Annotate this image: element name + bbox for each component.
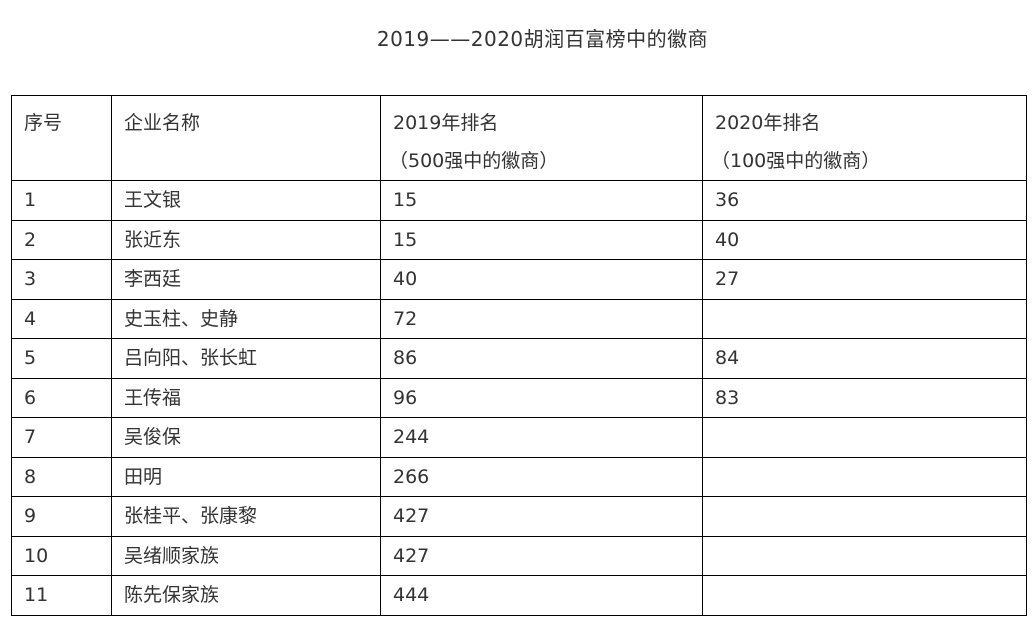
cell-index: 8 [11, 456, 112, 497]
cell-rank-2019: 96 [380, 377, 703, 418]
table-row: 2 张近东 15 40 [11, 219, 1027, 260]
table-row: 11 陈先保家族 444 [11, 575, 1027, 616]
cell-rank-2019: 86 [380, 338, 703, 379]
cell-rank-2020 [702, 298, 1027, 339]
table-row: 6 王传福 96 83 [11, 377, 1027, 418]
table-row: 3 李西廷 40 27 [11, 259, 1027, 300]
cell-rank-2019: 15 [380, 180, 703, 221]
cell-index: 2 [11, 219, 112, 260]
header-rank-2019: 2019年排名 （500强中的徽商） [380, 95, 703, 181]
cell-index: 4 [11, 298, 112, 339]
table-header-row: 序号 企业名称 2019年排名 （500强中的徽商） 2020年排名 （100强… [11, 95, 1027, 181]
page-title: 2019——2020胡润百富榜中的徽商 [376, 27, 709, 51]
cell-name: 张桂平、张康黎 [111, 496, 381, 537]
cell-name: 吴绪顺家族 [111, 535, 381, 576]
header-rank-2020-note: （100强中的徽商） [711, 150, 881, 172]
cell-rank-2019: 244 [380, 417, 703, 458]
cell-rank-2020 [702, 496, 1027, 537]
cell-name: 史玉柱、史静 [111, 298, 381, 339]
table-row: 8 田明 266 [11, 456, 1027, 497]
cell-rank-2020: 84 [702, 338, 1027, 379]
header-rank-2019-label: 2019年排名 [393, 112, 499, 134]
cell-name: 王传福 [111, 377, 381, 418]
cell-index: 5 [11, 338, 112, 379]
cell-rank-2020 [702, 456, 1027, 497]
cell-rank-2019: 40 [380, 259, 703, 300]
table-row: 4 史玉柱、史静 72 [11, 298, 1027, 339]
table-row: 10 吴绪顺家族 427 [11, 535, 1027, 576]
cell-name: 陈先保家族 [111, 575, 381, 616]
cell-index: 10 [11, 535, 112, 576]
cell-rank-2020: 27 [702, 259, 1027, 300]
cell-rank-2020: 40 [702, 219, 1027, 260]
cell-rank-2019: 427 [380, 496, 703, 537]
header-index: 序号 [11, 95, 112, 181]
cell-rank-2019: 15 [380, 219, 703, 260]
cell-name: 吴俊保 [111, 417, 381, 458]
cell-rank-2020 [702, 575, 1027, 616]
cell-rank-2019: 266 [380, 456, 703, 497]
ranking-table: 序号 企业名称 2019年排名 （500强中的徽商） 2020年排名 （100强… [11, 95, 1027, 616]
cell-rank-2019: 427 [380, 535, 703, 576]
cell-index: 1 [11, 180, 112, 221]
cell-index: 6 [11, 377, 112, 418]
cell-rank-2019: 444 [380, 575, 703, 616]
cell-rank-2020 [702, 417, 1027, 458]
cell-index: 9 [11, 496, 112, 537]
header-rank-2019-note: （500强中的徽商） [389, 150, 559, 172]
cell-name: 张近东 [111, 219, 381, 260]
cell-name: 田明 [111, 456, 381, 497]
header-rank-2020-label: 2020年排名 [715, 112, 821, 134]
cell-rank-2020: 83 [702, 377, 1027, 418]
cell-rank-2020: 36 [702, 180, 1027, 221]
table-row: 5 吕向阳、张长虹 86 84 [11, 338, 1027, 379]
cell-name: 吕向阳、张长虹 [111, 338, 381, 379]
cell-rank-2019: 72 [380, 298, 703, 339]
table-row: 7 吴俊保 244 [11, 417, 1027, 458]
cell-index: 11 [11, 575, 112, 616]
cell-index: 7 [11, 417, 112, 458]
header-company: 企业名称 [111, 95, 381, 181]
cell-rank-2020 [702, 535, 1027, 576]
table-row: 9 张桂平、张康黎 427 [11, 496, 1027, 537]
header-rank-2020: 2020年排名 （100强中的徽商） [702, 95, 1027, 181]
cell-index: 3 [11, 259, 112, 300]
cell-name: 李西廷 [111, 259, 381, 300]
table-row: 1 王文银 15 36 [11, 180, 1027, 221]
cell-name: 王文银 [111, 180, 381, 221]
